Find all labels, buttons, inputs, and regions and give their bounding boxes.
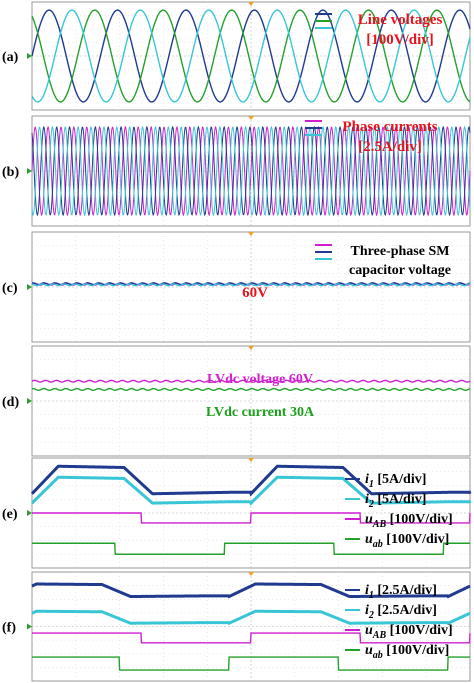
ground-marker — [27, 623, 32, 630]
series-line — [31, 609, 471, 626]
panel-e: (e) i1 [5A/div] i2 [5A/div] uAB [100V/div] u… — [2, 457, 472, 569]
legend-text: [100V/div] — [366, 32, 434, 48]
ground-marker — [27, 168, 32, 174]
panel-label: (b) — [2, 165, 19, 180]
legend-text: Line voltages — [358, 12, 443, 28]
trigger-marker — [248, 346, 254, 350]
series-line — [31, 125, 471, 217]
panel-a: (a) Line voltages [100V/div] — [2, 1, 471, 111]
legend-text: Phase currents — [342, 119, 437, 135]
panel-b: (b) Phase currents [2.5A/div] — [2, 115, 471, 227]
series-line — [31, 125, 471, 217]
trigger-marker — [248, 2, 254, 6]
legend-text: i2 [5A/div] — [365, 492, 426, 510]
legend-text: uab [100V/div] — [365, 532, 449, 550]
series-line — [32, 656, 470, 671]
legend-text: i1 [5A/div] — [365, 472, 426, 490]
series-line — [32, 512, 471, 524]
legend-text: LVdc voltage 60V — [207, 372, 313, 387]
legend-text: Three-phase SM — [351, 244, 450, 259]
series-line — [31, 9, 471, 103]
legend-text: i1 [2.5A/div] — [365, 583, 437, 601]
ground-marker — [27, 284, 32, 290]
ground-marker — [27, 398, 32, 404]
series-line — [31, 387, 471, 391]
panel-label: (a) — [2, 50, 19, 65]
legend-text: LVdc current 30A — [206, 405, 315, 420]
panel-c: (c) Three-phase SM capacitor voltage 60V — [2, 231, 471, 343]
panel-label: (c) — [2, 281, 18, 296]
trigger-marker — [248, 116, 254, 120]
legend-text: [2.5A/div] — [358, 139, 422, 155]
series-line — [32, 632, 471, 644]
series-line — [31, 582, 471, 599]
legend-text: i2 [2.5A/div] — [365, 603, 437, 621]
series-line — [31, 9, 471, 103]
panel-label: (d) — [2, 395, 19, 410]
panel-label: (e) — [2, 507, 18, 522]
legend-text: capacitor voltage — [349, 263, 451, 278]
ground-marker — [27, 510, 32, 516]
panel-d: (d) LVdc voltage 60V LVdc current 30A — [2, 345, 471, 457]
trigger-marker — [248, 458, 254, 462]
ground-marker — [27, 53, 32, 59]
panel-f: (f) i1 [2.5A/div] i2 [2.5A/div] uAB [100V/d… — [2, 571, 471, 682]
series-line — [31, 125, 471, 217]
trigger-marker — [248, 572, 254, 576]
legend-text: uab [100V/div] — [365, 643, 449, 661]
trigger-marker — [248, 232, 254, 236]
series-line — [31, 9, 471, 103]
series-line — [32, 542, 470, 555]
series-line — [30, 475, 472, 506]
annotation-60v: 60V — [242, 285, 268, 301]
legend-text: uAB [100V/div] — [365, 512, 453, 530]
series-line — [30, 464, 472, 497]
panel-label: (f) — [2, 621, 16, 636]
legend-text: uAB [100V/div] — [365, 623, 453, 641]
series-line — [31, 283, 471, 287]
series-line — [31, 379, 471, 383]
